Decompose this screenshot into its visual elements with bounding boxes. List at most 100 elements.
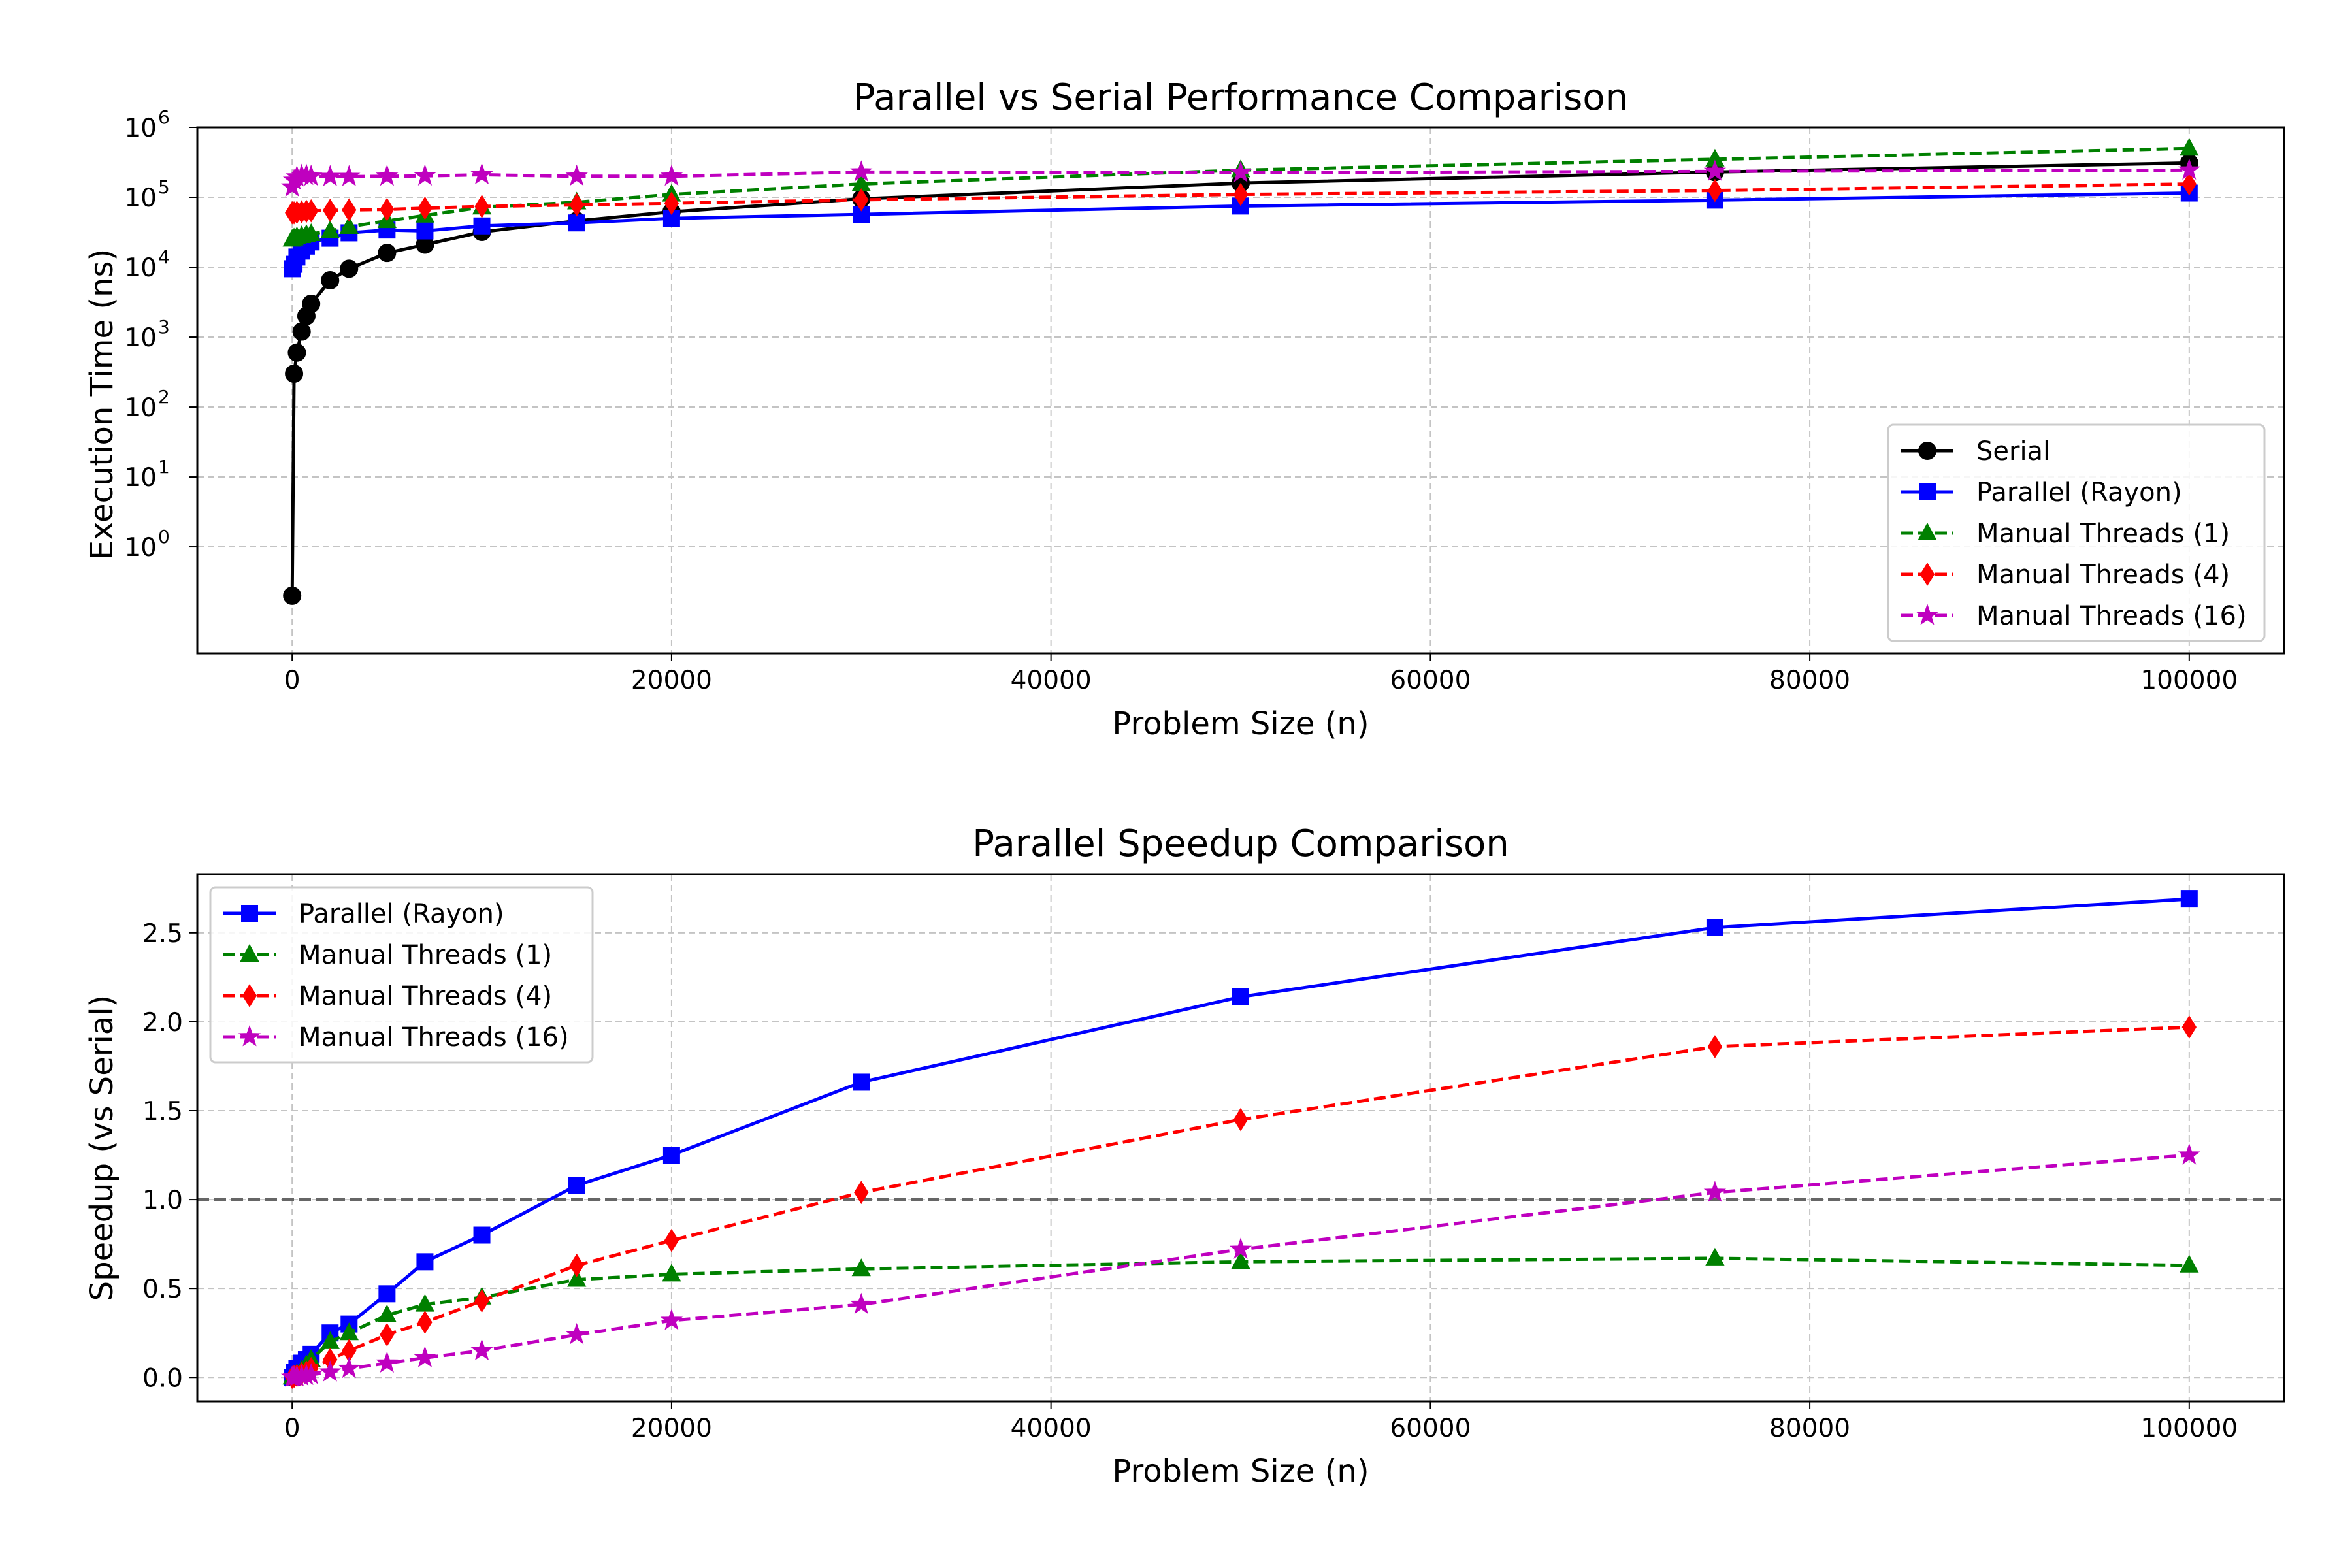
y-tick-exponent: 1 [158,456,170,478]
data-point [850,1292,873,1315]
plot-frame [196,873,2285,1403]
legend-label: Manual Threads (16) [1976,601,2247,631]
x-axis-label: Problem Size (n) [1112,1453,1369,1490]
data-point [340,259,359,278]
data-point [470,163,493,185]
legend-label: Serial [1976,436,2050,466]
data-point [660,164,683,186]
execution-time-chart: Parallel vs Serial Performance Compariso… [84,76,2285,742]
data-point [1232,988,1249,1005]
x-tick-label: 60000 [1390,666,1471,695]
data-point [660,1309,683,1330]
legend-marker [242,984,257,1007]
legend-marker [1916,603,1939,625]
data-point [414,1346,436,1367]
data-point [568,1177,585,1194]
legend-marker [1919,563,1935,586]
data-point [664,191,679,216]
legend-marker [1918,442,1936,460]
y-tick-label: 0.5 [142,1275,183,1304]
data-point [568,214,585,232]
legend: Parallel (Rayon) Manual Threads (1) Manual… [209,886,594,1064]
legend-marker [240,943,259,962]
ticks: 0 20000 40000 60000 80000 100000 0.0 0.5 1.0 1.5 2… [142,919,2238,1443]
speedup-chart: Parallel Speedup Comparison Problem Size… [84,823,2285,1490]
legend-item: Parallel (Rayon) [1901,478,2182,508]
data-point [339,216,359,234]
y-tick-label: 10 [124,533,157,563]
data-point [283,586,302,605]
data-point [2178,1143,2201,1165]
y-tick-label: 10 [124,393,157,423]
legend-marker [1918,522,1937,540]
data-point [377,1304,397,1322]
y-tick-exponent: 3 [158,316,170,338]
data-point [319,165,342,186]
data-point [567,1269,587,1287]
legend-label: Manual Threads (4) [299,981,552,1011]
plot-frame [196,126,2285,655]
legend-item: Serial [1901,436,2050,466]
y-tick-label: 1.5 [142,1097,183,1126]
data-point [285,364,304,383]
data-point [414,164,436,186]
data-point [664,1228,679,1252]
legend-item: Manual Threads (1) [1901,519,2230,549]
y-tick-label: 2.0 [142,1008,183,1037]
y-tick-label: 1.0 [142,1186,183,1215]
data-point [474,1289,489,1313]
y-tick-label: 10 [124,114,157,143]
legend-item: Manual Threads (16) [223,1022,569,1053]
legend-item: Manual Threads (16) [1901,601,2247,631]
data-point [417,1310,433,1334]
series-manual-threads-4 [285,172,2197,225]
data-point [470,1339,493,1361]
data-point [473,217,491,235]
x-tick-label: 20000 [631,1414,712,1443]
legend-marker [1919,483,1936,500]
x-axis-label: Problem Size (n) [1112,706,1369,742]
data-point [2181,172,2197,196]
data-point [1231,1251,1250,1269]
legend-item: Manual Threads (4) [1901,560,2230,590]
legend-label: Manual Threads (4) [1976,560,2230,590]
data-point [378,244,397,263]
data-point [565,1322,588,1345]
data-point [569,193,584,217]
data-point [565,164,588,186]
data-point [1706,919,1723,936]
data-point [1707,178,1723,203]
data-point [1233,182,1249,206]
data-point [416,222,434,240]
legend-box [1887,423,2266,642]
data-point [380,1323,395,1347]
data-point [321,271,340,290]
data-point [851,1258,871,1277]
legend-label: Manual Threads (1) [299,940,552,970]
y-tick-exponent: 2 [158,386,170,408]
y-tick-label: 0.0 [142,1364,183,1393]
data-point [380,197,395,221]
legend-box [209,886,594,1064]
y-tick-label: 10 [124,463,157,493]
data-point [320,220,340,238]
x-tick-label: 80000 [1769,666,1850,695]
legend-marker [241,905,258,922]
data-point [474,195,489,218]
series-manual-threads-16 [280,1143,2201,1387]
data-point [662,1264,681,1282]
data-point [1705,1247,1725,1266]
data-point [2180,1254,2199,1273]
data-point [300,164,323,186]
legend-marker [238,1024,261,1047]
data-point [662,1147,680,1164]
legend: Serial Parallel (Rayon) Manual Threads (1)… [1887,423,2266,642]
data-point [292,322,311,341]
legend-item: Manual Threads (4) [223,981,552,1011]
data-point [2180,138,2199,156]
x-tick-label: 20000 [631,666,712,695]
y-tick-exponent: 0 [158,526,170,547]
